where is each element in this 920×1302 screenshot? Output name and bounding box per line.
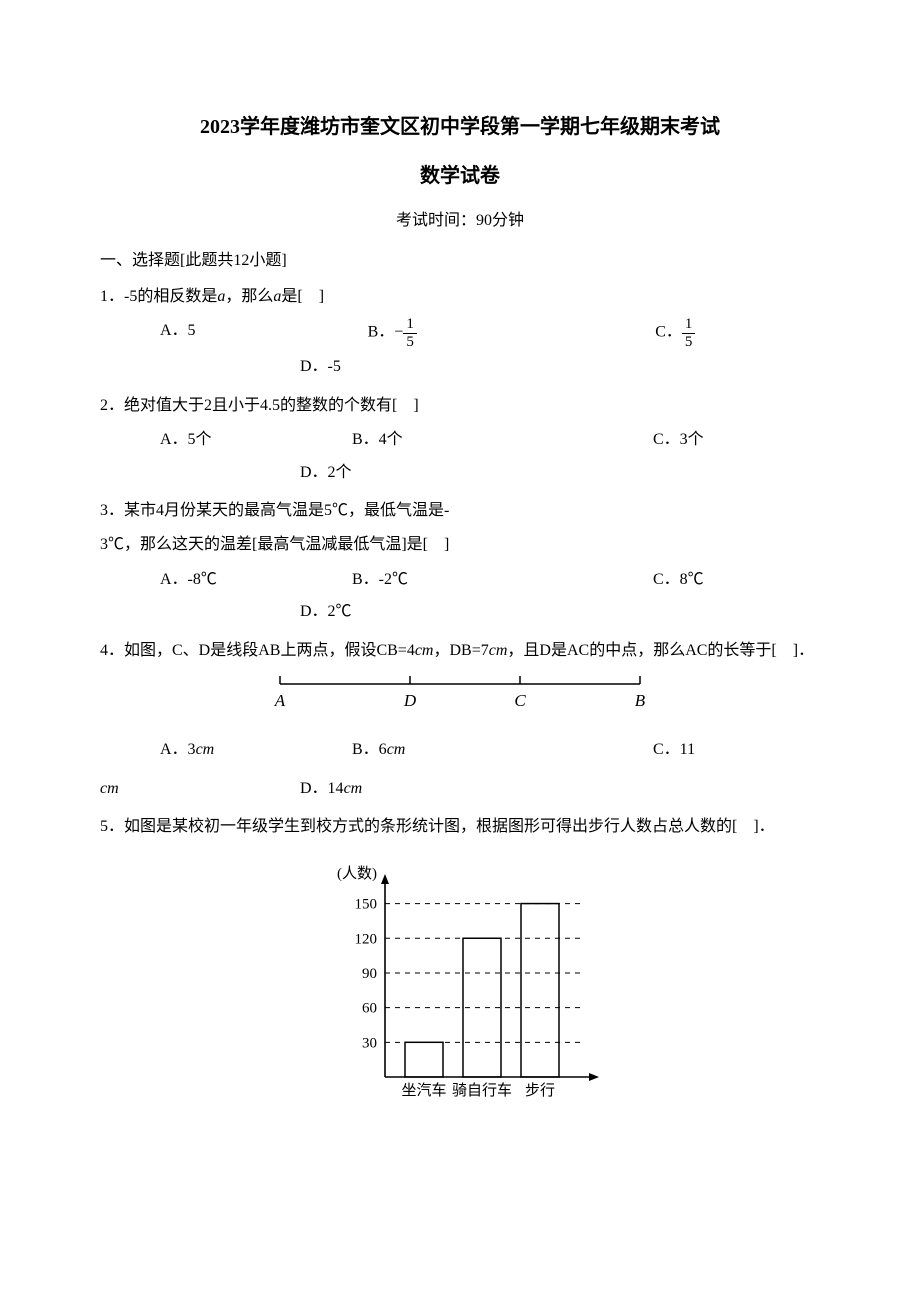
page-subtitle: 数学试卷 (100, 159, 820, 188)
q1-c-fraction: 15 (682, 316, 696, 350)
q4-option-b: B．6cm (352, 735, 568, 765)
q4-a-cm: cm (196, 741, 215, 758)
q3-option-c: C．8℃ (568, 565, 820, 595)
q2-option-b: B．4个 (352, 425, 568, 455)
svg-text:坐汽车: 坐汽车 (401, 1082, 446, 1099)
q4-option-d: D．14cm (300, 774, 362, 804)
question-3-options: A．-8℃ B．-2℃ C．8℃ D．2℃ (100, 565, 820, 628)
q4-d-prefix: D．14 (300, 780, 344, 797)
svg-text:C: C (514, 691, 526, 710)
q1-option-d: D．-5 (100, 352, 820, 382)
question-3-line2: 3℃，那么这天的温差[最高气温减最低气温]是[ ] (100, 530, 820, 560)
question-4: 4．如图，C、D是线段AB上两点，假设CB=4cm，DB=7cm，且D是AC的中… (100, 636, 820, 805)
svg-text:30: 30 (362, 1036, 377, 1052)
bar-chart: (人数) 30 60 90 120 150 坐汽车骑自行车步行 (100, 852, 820, 1123)
svg-text:90: 90 (362, 966, 377, 982)
q1-c-num: 1 (682, 316, 696, 334)
q4-c-cm: cm (100, 780, 119, 797)
q4-option-a: A．3cm (100, 735, 352, 765)
question-2: 2．绝对值大于2且小于4.5的整数的个数有[ ] A．5个 B．4个 C．3个 … (100, 391, 820, 488)
question-2-text: 2．绝对值大于2且小于4.5的整数的个数有[ ] (100, 391, 820, 421)
q1-mid: ，那么 (225, 288, 273, 305)
q4-a-prefix: A．3 (160, 741, 196, 758)
q1-c-prefix: C． (655, 324, 682, 341)
svg-text:B: B (635, 691, 646, 710)
q2-option-a: A．5个 (100, 425, 352, 455)
svg-text:A: A (274, 691, 286, 710)
q4-cm2: cm (489, 642, 508, 659)
q4-c-cm-cont: cm (100, 774, 300, 804)
svg-text:150: 150 (355, 897, 378, 913)
q4-d-cm: cm (344, 780, 363, 797)
line-segment-diagram: ADCB (100, 674, 820, 725)
q3-option-b: B．-2℃ (352, 565, 568, 595)
q3-option-a: A．-8℃ (100, 565, 352, 595)
q4-b-cm: cm (387, 741, 406, 758)
question-1-options: A．5 B．−15 C．15 D．-5 (100, 316, 820, 382)
q1-option-b: B．−15 (338, 316, 576, 350)
q1-b-fraction: 15 (403, 316, 417, 350)
question-2-options: A．5个 B．4个 C．3个 D．2个 (100, 425, 820, 488)
q1-option-c: C．15 (575, 316, 813, 350)
question-3-line1: 3．某市4月份某天的最高气温是5℃，最低气温是- (100, 496, 820, 526)
q4-c-prefix: C．11 (653, 741, 695, 758)
exam-time: 考试时间：90分钟 (100, 206, 820, 230)
question-4-text: 4．如图，C、D是线段AB上两点，假设CB=4cm，DB=7cm，且D是AC的中… (100, 636, 820, 666)
q1-b-num: 1 (403, 316, 417, 334)
q1-b-neg: − (394, 324, 403, 341)
svg-text:D: D (403, 691, 417, 710)
q1-b-den: 5 (403, 334, 417, 351)
question-1: 1．-5的相反数是a，那么a是[ ] A．5 B．−15 C．15 D．-5 (100, 282, 820, 383)
section-header: 一、选择题[此题共12小题] (100, 246, 820, 270)
svg-text:60: 60 (362, 1001, 377, 1017)
q4-p2: ，DB=7 (433, 642, 488, 659)
q1-option-a: A．5 (100, 316, 338, 350)
question-5-text: 5．如图是某校初一年级学生到校方式的条形统计图，根据图形可得出步行人数占总人数的… (100, 812, 820, 842)
q3-option-d: D．2℃ (100, 597, 820, 627)
question-4-options-line2: cm D．14cm (100, 774, 820, 804)
question-3: 3．某市4月份某天的最高气温是5℃，最低气温是- 3℃，那么这天的温差[最高气温… (100, 496, 820, 628)
q4-option-c: C．11 (568, 735, 820, 765)
svg-text:120: 120 (355, 932, 378, 948)
q1-prefix: 1．-5的相反数是 (100, 288, 217, 305)
q4-cm1: cm (415, 642, 434, 659)
question-5: 5．如图是某校初一年级学生到校方式的条形统计图，根据图形可得出步行人数占总人数的… (100, 812, 820, 1124)
q2-option-c: C．3个 (568, 425, 820, 455)
q2-option-d: D．2个 (100, 458, 820, 488)
q4-b-prefix: B．6 (352, 741, 387, 758)
svg-text:骑自行车: 骑自行车 (452, 1082, 512, 1099)
page-title: 2023学年度潍坊市奎文区初中学段第一学期七年级期末考试 (100, 110, 820, 139)
q4-p1: 4．如图，C、D是线段AB上两点，假设CB=4 (100, 642, 415, 659)
question-1-text: 1．-5的相反数是a，那么a是[ ] (100, 282, 820, 312)
q1-c-den: 5 (682, 334, 696, 351)
question-4-options: A．3cm B．6cm C．11 (100, 735, 820, 765)
q4-p3: ，且D是AC的中点，那么AC的长等于[ ]． (507, 642, 814, 659)
svg-text:(人数): (人数) (337, 865, 377, 882)
q1-b-prefix: B． (368, 324, 395, 341)
q1-suffix: 是[ ] (281, 288, 324, 305)
svg-text:步行: 步行 (525, 1082, 555, 1099)
